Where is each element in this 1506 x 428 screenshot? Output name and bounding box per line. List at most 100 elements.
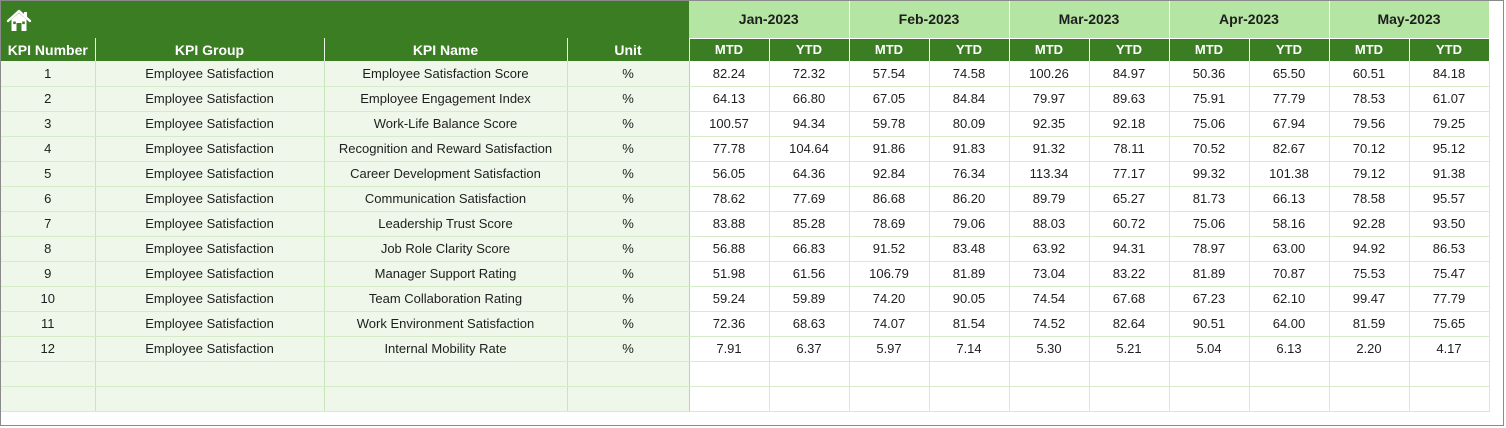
cell-apr-mtd[interactable]: 5.04 (1169, 336, 1250, 362)
cell-apr-ytd[interactable]: 62.10 (1249, 286, 1330, 312)
cell-kpi-group[interactable]: Employee Satisfaction (95, 261, 325, 287)
cell-apr-ytd[interactable]: 70.87 (1249, 261, 1330, 287)
cell-kpi-name[interactable]: Career Development Satisfaction (324, 161, 568, 187)
cell-mar-mtd[interactable]: 74.52 (1009, 311, 1090, 337)
cell-kpi-group[interactable]: Employee Satisfaction (95, 161, 325, 187)
cell-feb-ytd[interactable] (929, 386, 1010, 412)
cell-kpi-number[interactable]: 4 (1, 136, 96, 162)
cell-may-ytd[interactable]: 93.50 (1409, 211, 1490, 237)
cell-may-ytd[interactable]: 75.47 (1409, 261, 1490, 287)
cell-jan-mtd[interactable]: 7.91 (689, 336, 770, 362)
cell-feb-mtd[interactable] (849, 386, 930, 412)
cell-feb-mtd[interactable]: 91.86 (849, 136, 930, 162)
cell-feb-mtd[interactable]: 106.79 (849, 261, 930, 287)
cell-kpi-group[interactable]: Employee Satisfaction (95, 236, 325, 262)
cell-feb-mtd[interactable]: 57.54 (849, 61, 930, 87)
cell-kpi-number[interactable]: 7 (1, 211, 96, 237)
cell-feb-mtd[interactable]: 86.68 (849, 186, 930, 212)
cell-mar-ytd[interactable] (1089, 361, 1170, 387)
cell-jan-ytd[interactable] (769, 361, 850, 387)
cell-mar-mtd[interactable]: 74.54 (1009, 286, 1090, 312)
cell-kpi-number[interactable]: 5 (1, 161, 96, 187)
cell-apr-ytd[interactable] (1249, 361, 1330, 387)
cell-may-mtd[interactable]: 78.53 (1329, 86, 1410, 112)
cell-feb-mtd[interactable]: 5.97 (849, 336, 930, 362)
cell-may-ytd[interactable]: 84.18 (1409, 61, 1490, 87)
cell-may-mtd[interactable]: 78.58 (1329, 186, 1410, 212)
cell-mar-ytd[interactable]: 83.22 (1089, 261, 1170, 287)
cell-jan-mtd[interactable]: 64.13 (689, 86, 770, 112)
cell-may-mtd[interactable]: 79.56 (1329, 111, 1410, 137)
header-mar-mtd[interactable]: MTD (1009, 38, 1090, 61)
cell-mar-ytd[interactable]: 5.21 (1089, 336, 1170, 362)
cell-jan-ytd[interactable]: 61.56 (769, 261, 850, 287)
cell-apr-ytd[interactable]: 64.00 (1249, 311, 1330, 337)
cell-apr-mtd[interactable]: 81.73 (1169, 186, 1250, 212)
cell-kpi-name[interactable]: Work-Life Balance Score (324, 111, 568, 137)
cell-mar-mtd[interactable]: 89.79 (1009, 186, 1090, 212)
cell-mar-mtd[interactable]: 5.30 (1009, 336, 1090, 362)
cell-jan-ytd[interactable]: 59.89 (769, 286, 850, 312)
header-may-ytd[interactable]: YTD (1409, 38, 1490, 61)
cell-feb-ytd[interactable]: 81.89 (929, 261, 1010, 287)
cell-may-ytd[interactable]: 77.79 (1409, 286, 1490, 312)
cell-jan-mtd[interactable]: 72.36 (689, 311, 770, 337)
header-feb-mtd[interactable]: MTD (849, 38, 930, 61)
cell-apr-ytd[interactable]: 67.94 (1249, 111, 1330, 137)
cell-mar-mtd[interactable]: 88.03 (1009, 211, 1090, 237)
cell-mar-mtd[interactable]: 79.97 (1009, 86, 1090, 112)
cell-unit[interactable]: % (567, 261, 690, 287)
cell-jan-mtd[interactable]: 78.62 (689, 186, 770, 212)
cell-jan-ytd[interactable]: 68.63 (769, 311, 850, 337)
cell-kpi-group[interactable]: Employee Satisfaction (95, 311, 325, 337)
cell-unit[interactable]: % (567, 236, 690, 262)
cell-mar-ytd[interactable]: 78.11 (1089, 136, 1170, 162)
month-header-may[interactable]: May-2023 (1329, 1, 1490, 39)
cell-kpi-name[interactable]: Employee Engagement Index (324, 86, 568, 112)
cell-apr-mtd[interactable]: 50.36 (1169, 61, 1250, 87)
header-kpi-number[interactable]: KPI Number (1, 38, 96, 61)
cell-feb-ytd[interactable]: 7.14 (929, 336, 1010, 362)
cell-feb-mtd[interactable]: 92.84 (849, 161, 930, 187)
cell-apr-mtd[interactable]: 75.06 (1169, 211, 1250, 237)
cell-kpi-name[interactable]: Job Role Clarity Score (324, 236, 568, 262)
cell-kpi-name[interactable]: Manager Support Rating (324, 261, 568, 287)
cell-apr-ytd[interactable]: 63.00 (1249, 236, 1330, 262)
cell-mar-ytd[interactable]: 82.64 (1089, 311, 1170, 337)
cell-kpi-number[interactable]: 1 (1, 61, 96, 87)
cell-may-mtd[interactable]: 75.53 (1329, 261, 1410, 287)
cell-apr-mtd[interactable]: 75.91 (1169, 86, 1250, 112)
cell-may-ytd[interactable]: 61.07 (1409, 86, 1490, 112)
cell-unit[interactable]: % (567, 311, 690, 337)
cell-apr-ytd[interactable]: 77.79 (1249, 86, 1330, 112)
cell-jan-mtd[interactable]: 51.98 (689, 261, 770, 287)
cell-kpi-number[interactable] (1, 386, 96, 412)
cell-jan-ytd[interactable]: 72.32 (769, 61, 850, 87)
month-header-feb[interactable]: Feb-2023 (849, 1, 1010, 39)
cell-may-mtd[interactable]: 99.47 (1329, 286, 1410, 312)
cell-apr-ytd[interactable]: 65.50 (1249, 61, 1330, 87)
cell-apr-mtd[interactable]: 90.51 (1169, 311, 1250, 337)
cell-mar-ytd[interactable]: 84.97 (1089, 61, 1170, 87)
month-header-jan[interactable]: Jan-2023 (689, 1, 850, 39)
cell-jan-mtd[interactable]: 56.05 (689, 161, 770, 187)
cell-apr-mtd[interactable]: 67.23 (1169, 286, 1250, 312)
cell-kpi-group[interactable]: Employee Satisfaction (95, 186, 325, 212)
cell-kpi-name[interactable]: Work Environment Satisfaction (324, 311, 568, 337)
cell-kpi-group[interactable]: Employee Satisfaction (95, 136, 325, 162)
cell-kpi-name[interactable] (324, 386, 568, 412)
cell-may-mtd[interactable]: 94.92 (1329, 236, 1410, 262)
cell-feb-ytd[interactable]: 86.20 (929, 186, 1010, 212)
cell-feb-mtd[interactable]: 78.69 (849, 211, 930, 237)
cell-jan-mtd[interactable]: 83.88 (689, 211, 770, 237)
cell-apr-ytd[interactable]: 82.67 (1249, 136, 1330, 162)
cell-jan-ytd[interactable]: 66.80 (769, 86, 850, 112)
cell-mar-mtd[interactable]: 91.32 (1009, 136, 1090, 162)
cell-kpi-number[interactable]: 11 (1, 311, 96, 337)
cell-kpi-group[interactable]: Employee Satisfaction (95, 286, 325, 312)
cell-feb-mtd[interactable]: 59.78 (849, 111, 930, 137)
header-unit[interactable]: Unit (567, 38, 690, 61)
cell-unit[interactable]: % (567, 61, 690, 87)
cell-apr-ytd[interactable]: 6.13 (1249, 336, 1330, 362)
cell-feb-ytd[interactable]: 81.54 (929, 311, 1010, 337)
